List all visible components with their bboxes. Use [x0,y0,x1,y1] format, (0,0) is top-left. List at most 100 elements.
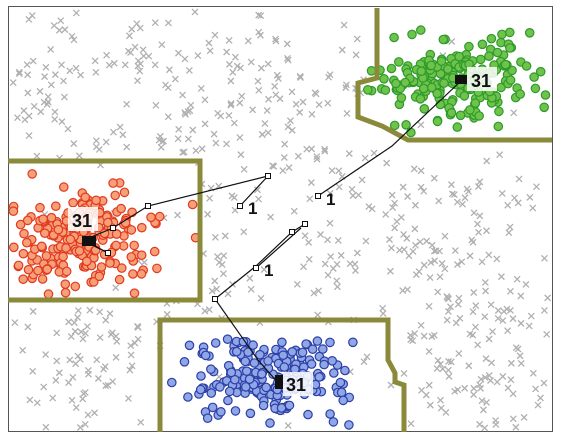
path-node [110,225,116,231]
blue-cluster-point [261,382,271,393]
red-cluster-point [136,269,147,279]
noise-point [504,201,512,209]
noise-point [72,404,80,412]
noise-point [343,110,351,117]
noise-point [441,232,449,240]
red-cluster-point [13,260,24,271]
blue-cluster-point [344,420,354,430]
noise-point [434,288,442,296]
noise-point [516,352,524,360]
green-cluster-point [455,110,466,121]
noise-point [101,363,109,371]
noise-point [164,19,172,27]
noise-point [84,411,92,419]
noise-point [397,214,405,221]
noise-point [210,130,218,138]
green-cluster-point [459,91,470,101]
noise-point [264,129,272,137]
noise-point [450,191,458,198]
noise-point [283,40,291,48]
green-cluster-point [494,106,504,117]
red-cluster-point [128,269,138,279]
noise-point [64,125,72,133]
noise-point [74,314,82,321]
noise-point [223,48,231,56]
noise-point [174,135,182,143]
red-cluster-point [110,190,120,201]
red-cluster-point [126,252,137,262]
noise-point [249,106,257,114]
noise-point [474,183,482,190]
blue-cluster-point [348,337,358,348]
noise-point [292,100,300,108]
noise-point [279,167,287,175]
green-cluster-point [484,51,494,61]
noise-point [284,422,292,430]
noise-point [481,374,489,381]
noise-point [58,118,66,126]
noise-point [192,147,200,155]
noise-point [426,401,434,409]
noise-point [296,72,304,80]
noise-point [125,32,133,40]
blue-cluster-point [206,388,217,398]
noise-point [335,167,343,175]
noise-point [472,323,479,331]
noise-point [497,273,505,281]
green-cluster-point [436,56,447,66]
noise-point [79,335,87,343]
blue-cluster-point [306,359,317,369]
blue-cluster-point [276,403,287,413]
noise-point [409,337,417,345]
noise-point [509,415,517,423]
noise-point [504,384,512,392]
noise-point [441,265,449,273]
noise-point [103,51,111,59]
noise-point [438,260,446,267]
path-node [237,203,243,209]
blue-cluster-point [222,334,233,344]
noise-point [26,396,34,404]
noise-point [458,258,466,266]
noise-point [225,60,233,68]
noise-point [201,120,209,128]
green-cluster-point [380,85,391,95]
noise-point [410,165,418,173]
noise-point [95,145,103,153]
noise-point [137,418,145,426]
noise-point [92,68,100,76]
red-cluster-point [23,264,34,275]
noise-point [14,114,21,122]
red-cluster-point [21,237,32,248]
noise-point [184,135,192,143]
noise-point [84,366,92,374]
red-cluster-centroid [82,236,96,246]
blue-cluster-points [167,334,358,430]
noise-point [329,265,337,272]
noise-point [283,54,291,62]
noise-point [139,46,147,54]
noise-point [470,384,478,392]
noise-point [140,52,148,60]
noise-point [30,102,38,110]
blue-cluster-point [340,365,350,376]
noise-point [430,174,438,182]
noise-point [272,35,279,43]
noise-point [315,287,323,295]
noise-point [272,37,280,45]
noise-point [412,241,419,249]
noise-point [145,52,153,60]
noise-point [102,138,110,146]
red-cluster-point [103,217,113,228]
green-cluster-point [446,108,457,118]
noise-point [81,329,89,337]
noise-point [301,232,309,240]
red-cluster-point [117,263,127,273]
noise-point [151,61,159,69]
noise-point [93,356,101,364]
noise-point [439,365,447,373]
noise-point [134,322,142,330]
noise-point [433,365,441,373]
noise-point [197,84,205,92]
noise-point [217,112,225,120]
